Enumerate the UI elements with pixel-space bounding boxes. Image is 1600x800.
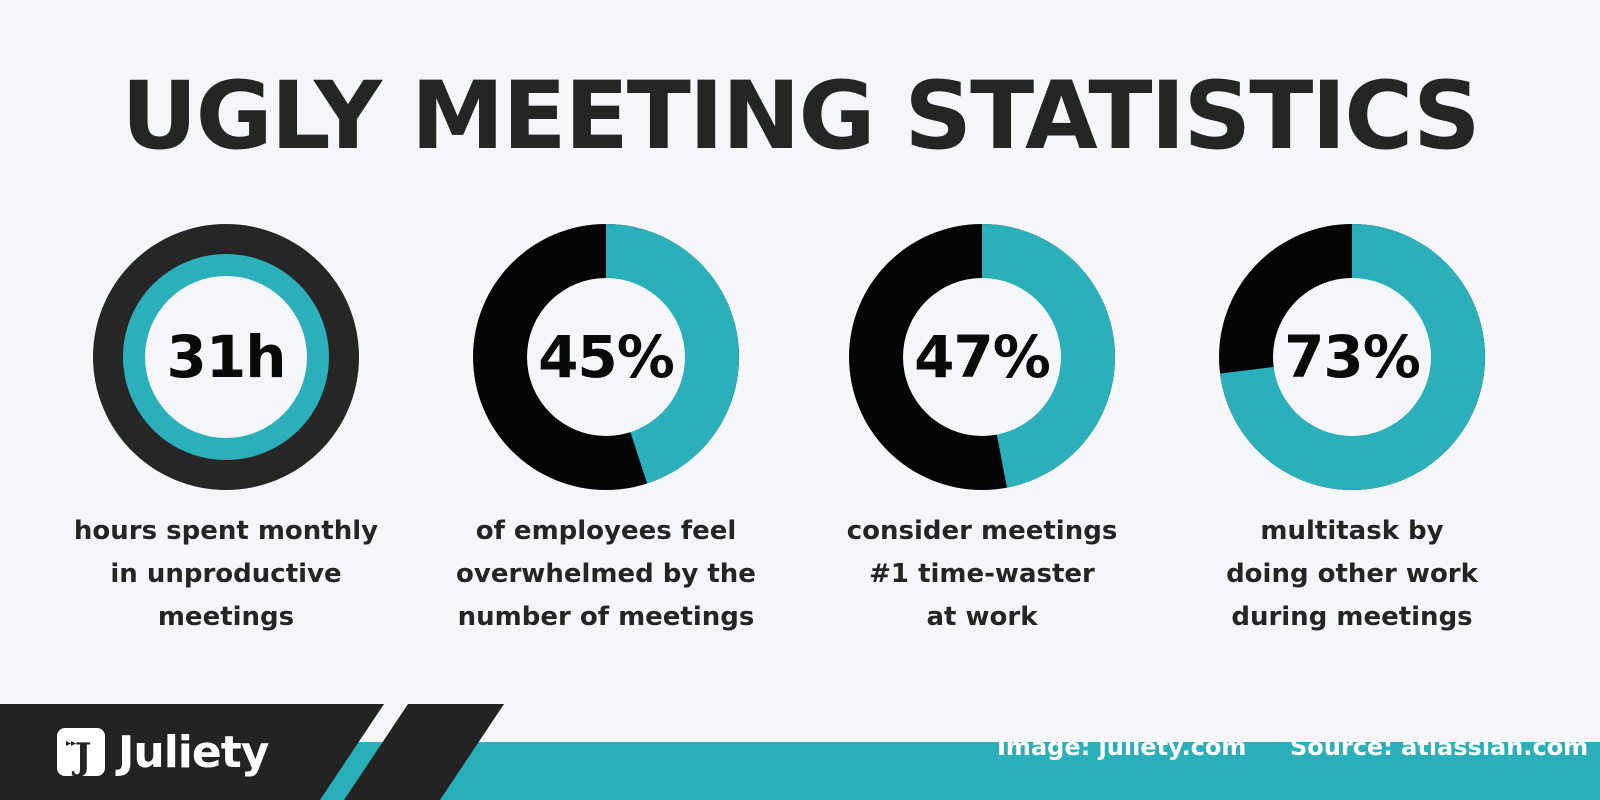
caption-line: consider meetings [846,516,1118,546]
caption-line: number of meetings [457,602,755,632]
stat-caption: consider meetings #1 time-waster at work [812,510,1152,639]
brand[interactable]: J Juliety [56,722,269,782]
donut-hole [903,278,1061,436]
juliety-logo-icon: J [57,728,105,777]
caption-line: meetings [157,602,295,632]
caption-line: hours spent monthly [73,516,379,546]
donut-value: 73% [1284,323,1420,391]
logo-letter: J [71,736,91,777]
stat-caption: multitask by doing other work during mee… [1182,510,1522,639]
page-title: UGLY MEETING STATISTICS [121,62,1480,171]
donut-chart: 45% [473,224,739,490]
stat-time-waster: 47% consider meetings #1 time-waster at … [792,222,1172,639]
stat-caption: of employees feel overwhelmed by the num… [436,510,776,639]
donut-chart: 31h [93,224,359,490]
image-credit: Image: juliety.com [997,733,1247,761]
stat-overwhelmed: 45% of employees feel overwhelmed by the… [416,222,796,639]
donut-value: 31h [166,323,285,391]
caption-line: doing other work [1226,559,1478,589]
donut-value: 45% [538,323,674,391]
stat-multitask: 73% multitask by doing other work during… [1162,222,1542,639]
caption-line: during meetings [1231,602,1473,632]
caption-line: at work [926,602,1038,632]
ring-center [145,276,307,438]
caption-line: overwhelmed by the [456,559,756,589]
caption-line: multitask by [1260,516,1444,546]
caption-line: in unproductive [110,559,342,589]
brand-name: Juliety [118,726,269,778]
caption-line: of employees feel [475,516,737,546]
source-credit: Source: atlassian.com [1290,733,1589,761]
footer-dark-stripe [344,704,504,800]
stat-caption: hours spent monthly in unproductive meet… [56,510,396,639]
donut-chart: 47% [849,224,1116,490]
donut-hole [527,278,685,436]
donut-chart: 73% [1219,224,1485,490]
stat-hours: 31h hours spent monthly in unproductive … [36,222,416,639]
donut-hole [1273,278,1431,436]
donut-value: 47% [914,323,1050,391]
caption-line: #1 time-waster [869,559,1095,589]
